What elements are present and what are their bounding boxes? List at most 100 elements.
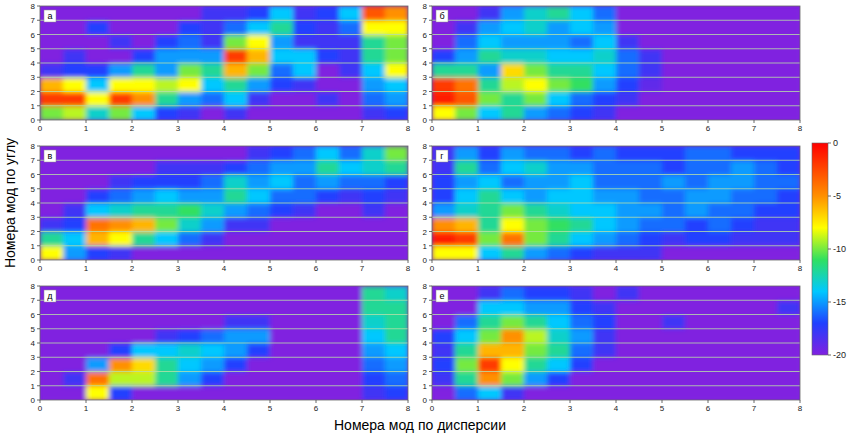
cell [478,357,502,372]
cell [155,300,179,315]
x-tick [40,260,41,263]
x-tick-label: 7 [752,264,757,273]
y-tick [429,6,432,7]
cell [524,160,548,175]
y-tick [37,357,40,358]
cell [478,286,502,301]
cell [685,246,709,260]
panel-letter: д [47,291,53,301]
cell [524,300,548,315]
cell [178,160,202,175]
cell [708,315,732,330]
cell [201,106,225,120]
cell [247,203,271,218]
cell [178,386,202,400]
cell [547,386,571,400]
cell [547,217,571,232]
cell [501,146,525,161]
cell [685,232,709,247]
cell [754,286,778,301]
cell [616,146,640,161]
cell [455,329,479,344]
cell [708,92,732,107]
y-tick [429,188,432,189]
x-tick-label: 1 [84,264,89,273]
cell [109,106,133,120]
cell [731,92,755,107]
cell [178,372,202,387]
cell [616,175,640,190]
cell [570,20,594,35]
cell [63,189,87,204]
cell [754,386,778,400]
cell [639,386,663,400]
cell [178,329,202,344]
grid-line [432,385,800,386]
x-tick [524,400,525,403]
cell [155,357,179,372]
cell [247,6,271,21]
y-tick [429,146,432,147]
x-tick [708,120,709,123]
cell [524,372,548,387]
x-tick [800,120,801,123]
cell [478,146,502,161]
cell [455,217,479,232]
cell [339,49,363,64]
y-tick [429,91,432,92]
x-tick [270,260,271,263]
cell [478,160,502,175]
cell [731,217,755,232]
plot-background [40,286,408,400]
cell [455,20,479,35]
cell [155,20,179,35]
plot-area [432,6,800,120]
cell [639,372,663,387]
panel-letter-box [436,10,448,22]
cell [86,329,110,344]
y-tick [37,300,40,301]
cell [478,246,502,260]
cell [224,315,248,330]
cell [293,203,317,218]
cell [40,286,64,301]
cell [247,372,271,387]
y-tick-label: 5 [31,325,36,334]
cell [593,146,617,161]
y-tick-label: 8 [31,2,36,11]
cell [109,175,133,190]
x-tick-label: 2 [522,404,527,413]
panel-letter: б [439,11,444,21]
cell [731,372,755,387]
cell [339,246,363,260]
x-tick-label: 4 [222,264,227,273]
cell [362,160,386,175]
cell [616,343,640,358]
cell [570,35,594,50]
x-tick [662,120,663,123]
cell [754,217,778,232]
cell [662,315,686,330]
cell [86,146,110,161]
plot-area [432,286,800,400]
x-tick [616,400,617,403]
cell [155,35,179,50]
cell [478,49,502,64]
cells [40,286,408,400]
cell [155,203,179,218]
cell [224,175,248,190]
cell [86,286,110,301]
cell [316,343,340,358]
cell [155,246,179,260]
cell [501,329,525,344]
cell [662,63,686,78]
cell [316,146,340,161]
cell [224,160,248,175]
y-tick-label: 6 [423,171,428,180]
cell [662,106,686,120]
cell [731,357,755,372]
y-tick [429,20,432,21]
x-tick [616,120,617,123]
x-tick [40,400,41,403]
cell [270,92,294,107]
